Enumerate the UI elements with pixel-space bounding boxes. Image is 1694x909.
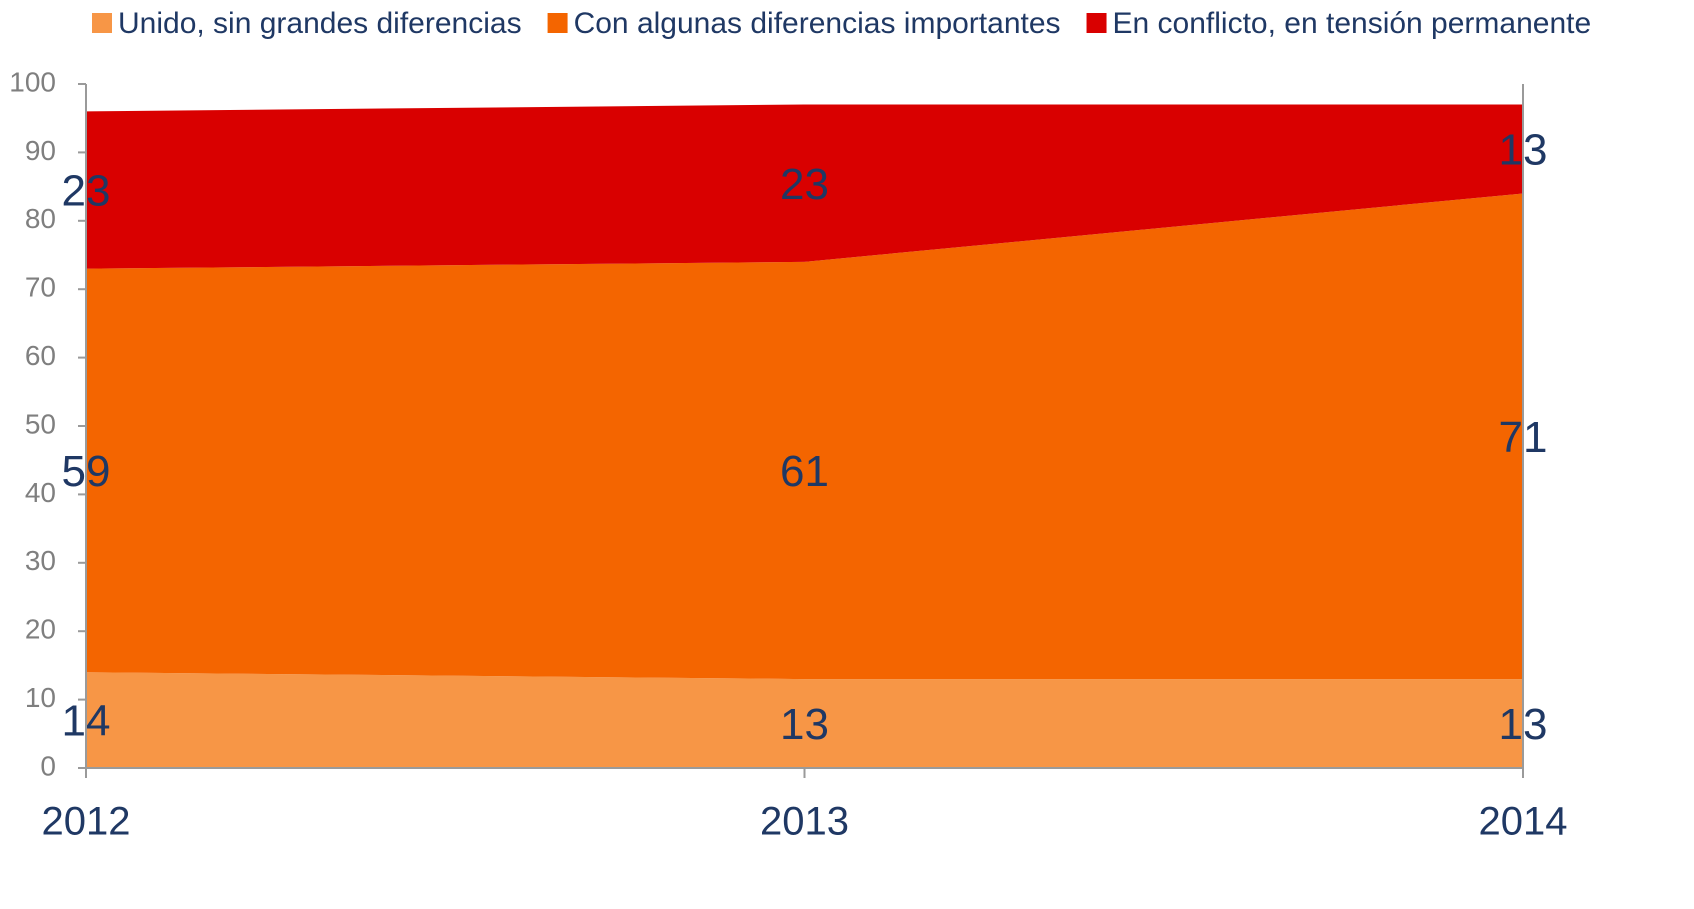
data-label: 13 <box>1499 126 1548 175</box>
y-tick-label: 60 <box>25 340 56 371</box>
x-tick-label: 2012 <box>42 800 131 844</box>
legend-swatch <box>547 13 568 33</box>
legend-label: Unido, sin grandes diferencias <box>118 7 522 40</box>
y-tick-label: 50 <box>25 408 56 439</box>
y-tick-label: 20 <box>25 614 56 645</box>
y-tick-label: 0 <box>40 750 56 781</box>
data-label: 13 <box>1499 700 1548 749</box>
data-label: 61 <box>780 447 829 496</box>
y-tick-label: 10 <box>25 682 56 713</box>
data-label: 23 <box>780 160 829 209</box>
x-tick-label: 2014 <box>1479 800 1568 844</box>
area <box>86 104 1523 269</box>
legend-swatch <box>92 13 112 33</box>
y-tick-label: 90 <box>25 135 56 166</box>
legend-swatch <box>1086 13 1107 33</box>
y-tick-label: 70 <box>25 272 56 303</box>
legend-label: Con algunas diferencias importantes <box>574 7 1061 40</box>
x-tick-label: 2013 <box>760 800 849 844</box>
y-tick-label: 30 <box>25 545 56 576</box>
data-label: 14 <box>62 697 111 746</box>
data-label: 13 <box>780 700 829 749</box>
y-tick-label: 80 <box>25 203 56 234</box>
data-label: 23 <box>62 167 111 216</box>
area <box>86 672 1523 768</box>
y-tick-label: 40 <box>25 477 56 508</box>
area <box>86 193 1523 680</box>
data-label: 59 <box>62 447 111 496</box>
data-label: 71 <box>1499 413 1548 462</box>
y-tick-label: 100 <box>9 66 56 97</box>
legend-label: En conflicto, en tensión permanente <box>1113 7 1592 40</box>
